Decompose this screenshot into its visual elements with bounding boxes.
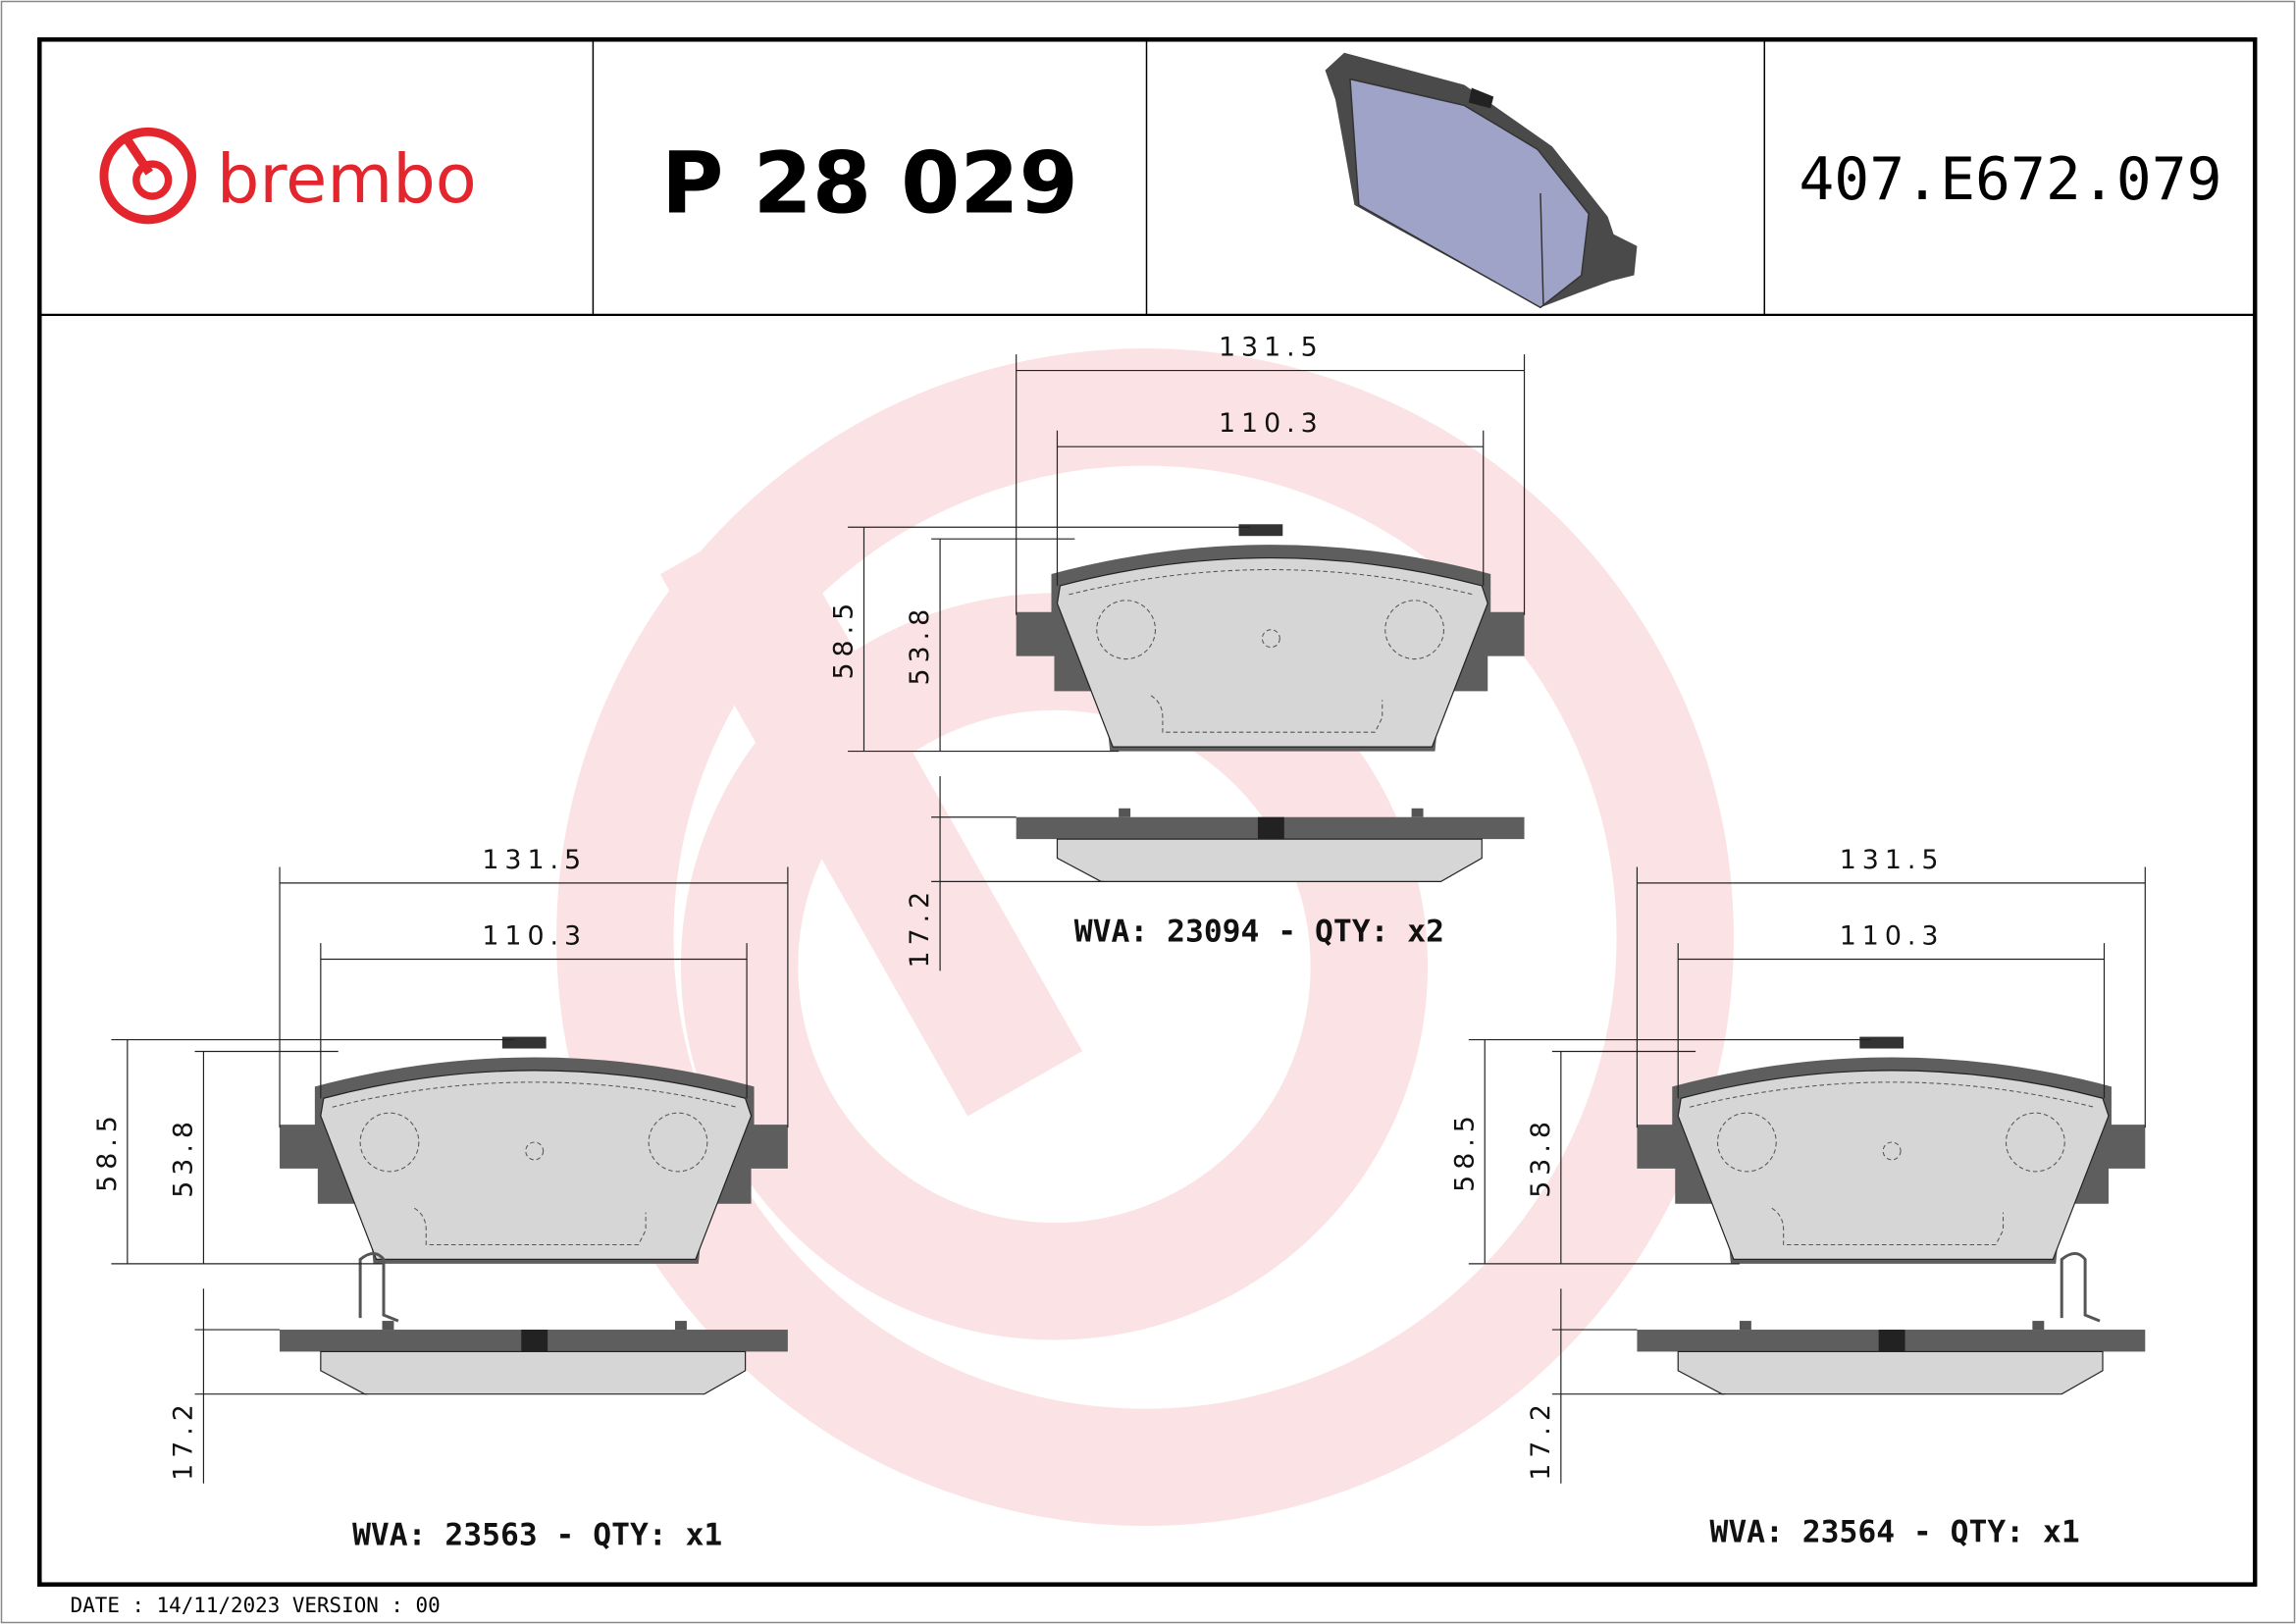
part-number: P 28 029 (661, 134, 1078, 233)
dim-width-outer: 131.5 (1219, 333, 1324, 363)
dim-height-inner: 53.8 (1526, 1116, 1556, 1198)
friction-material (1056, 557, 1488, 748)
dim-thickness: 17.2 (905, 886, 935, 969)
friction-material (320, 1070, 753, 1261)
wva-qty-label: WVA: 23563 - QTY: x1 (352, 1517, 722, 1552)
wva-qty-label: WVA: 23564 - QTY: x1 (1709, 1514, 2079, 1549)
dim-width-inner: 110.3 (1840, 921, 1945, 952)
wear-indicator-clip (2060, 1251, 2101, 1323)
side-friction-material (320, 1350, 747, 1395)
brake-pad-drawing: 131.5 110.3 58.5 53.8 17.2 WVA: 23563 - QTY: … (92, 845, 789, 1552)
dim-width-inner: 110.3 (482, 921, 587, 952)
pad-3d-render (1325, 52, 1638, 309)
dimension-lines (848, 354, 1526, 971)
pad-front-view (280, 1036, 788, 1264)
side-friction-material (1056, 838, 1483, 882)
dim-width-inner: 110.3 (1219, 408, 1324, 439)
date-version: DATE : 14/11/2023 VERSION : 00 (71, 1594, 441, 1617)
wear-indicator-clip (358, 1251, 399, 1323)
dim-width-outer: 131.5 (482, 845, 587, 875)
pad-side-view (1016, 808, 1525, 882)
pad-front-view (1016, 524, 1525, 752)
dim-height-outer: 58.5 (829, 598, 860, 680)
brembo-logo: brembo (99, 127, 477, 225)
brake-pad-drawing: 131.5 110.3 58.5 53.8 17.2 WVA: 23094 - QTY: … (829, 333, 1526, 971)
dimension-lines (111, 866, 789, 1484)
dimension-lines (1468, 866, 2146, 1484)
pad-front-view (1637, 1036, 2146, 1264)
pad-side-view (1637, 1251, 2146, 1395)
wva-qty-label: WVA: 23094 - QTY: x2 (1074, 915, 1444, 950)
dim-height-outer: 58.5 (1449, 1110, 1480, 1192)
friction-material (1677, 1070, 2110, 1261)
brake-pad-drawing: 131.5 110.3 58.5 53.8 17.2 WVA: 23564 - QTY: … (1449, 845, 2146, 1549)
dim-thickness: 17.2 (1526, 1398, 1556, 1481)
dim-height-inner: 53.8 (169, 1116, 199, 1198)
reference-code: 407.E672.079 (1799, 146, 2221, 214)
dim-width-outer: 131.5 (1840, 845, 1945, 875)
dim-height-inner: 53.8 (905, 603, 935, 686)
dim-thickness: 17.2 (169, 1398, 199, 1481)
side-friction-material (1677, 1350, 2104, 1395)
brand-wordmark: brembo (217, 140, 477, 219)
dim-height-outer: 58.5 (92, 1110, 123, 1192)
pad-side-view (280, 1251, 788, 1395)
